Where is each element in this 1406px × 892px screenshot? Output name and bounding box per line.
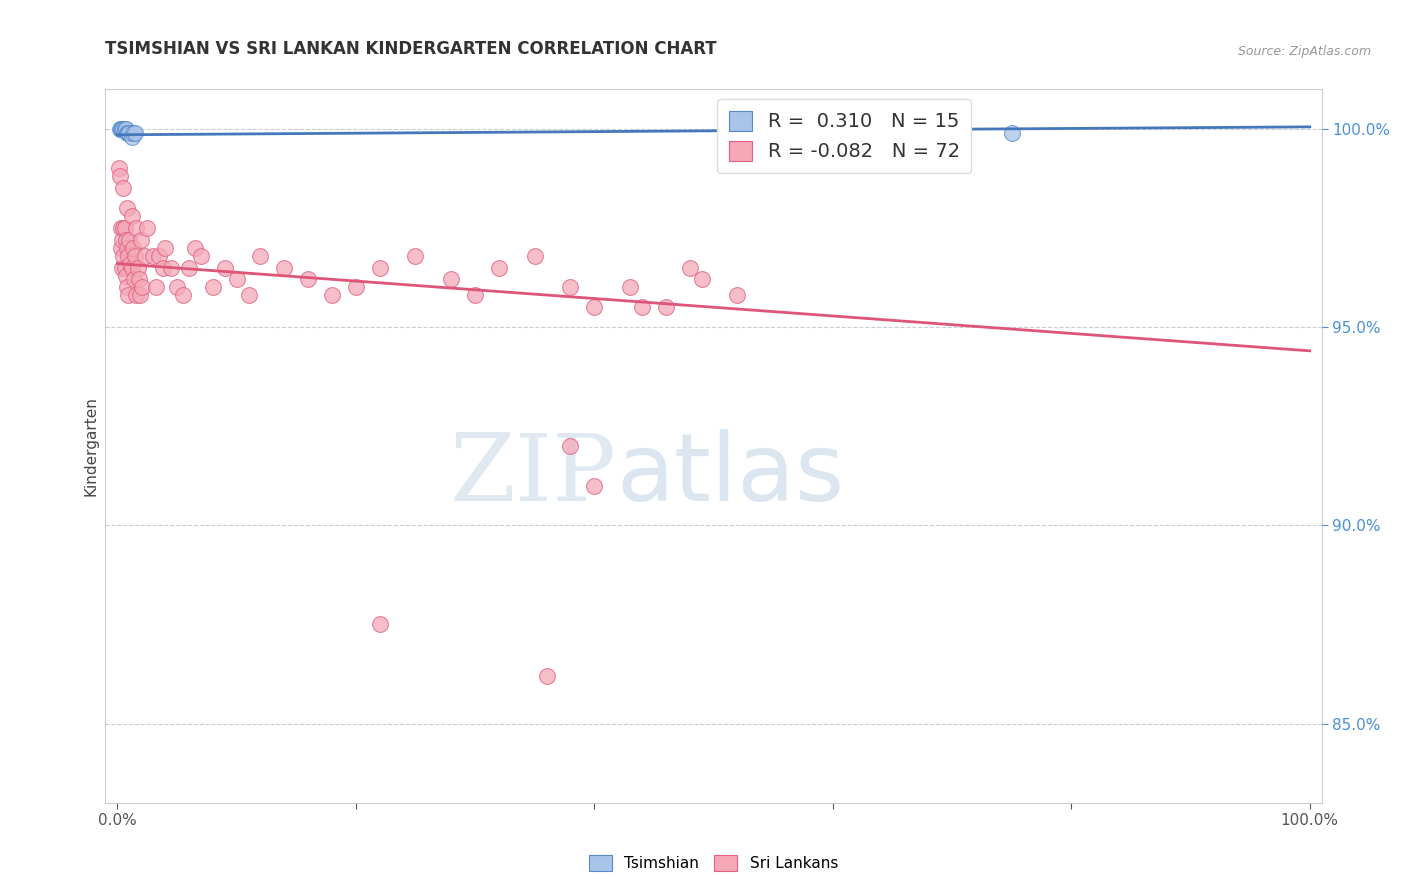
Point	[560, 280, 582, 294]
Point	[440, 272, 463, 286]
Point	[115, 126, 138, 140]
Point	[238, 288, 260, 302]
Point	[115, 280, 138, 294]
Point	[115, 201, 138, 215]
Point	[201, 280, 224, 294]
Point	[368, 617, 391, 632]
Point	[110, 221, 132, 235]
Point	[129, 233, 152, 247]
Point	[117, 126, 139, 140]
Point	[583, 478, 606, 492]
Point	[114, 121, 136, 136]
Point	[177, 260, 200, 275]
Point	[115, 241, 138, 255]
Point	[404, 249, 426, 263]
Point	[145, 280, 167, 294]
Point	[225, 272, 247, 286]
Point	[120, 257, 142, 271]
Text: Source: ZipAtlas.com: Source: ZipAtlas.com	[1237, 45, 1371, 58]
Point	[297, 272, 319, 286]
Point	[583, 300, 606, 314]
Point	[1001, 126, 1024, 140]
Point	[273, 260, 295, 275]
Point	[321, 288, 343, 302]
Point	[112, 249, 135, 263]
Point	[114, 233, 136, 247]
Point	[917, 121, 939, 136]
Point	[121, 260, 143, 275]
Point	[142, 249, 165, 263]
Point	[108, 169, 131, 184]
Point	[122, 126, 145, 140]
Text: atlas: atlas	[616, 428, 845, 521]
Point	[344, 280, 367, 294]
Point	[117, 288, 139, 302]
Point	[112, 181, 135, 195]
Point	[134, 249, 156, 263]
Point	[368, 260, 391, 275]
Point	[172, 288, 194, 302]
Point	[128, 272, 150, 286]
Point	[131, 280, 153, 294]
Point	[190, 249, 212, 263]
Point	[111, 260, 134, 275]
Point	[124, 126, 146, 140]
Point	[107, 161, 129, 176]
Point	[690, 272, 713, 286]
Point	[249, 249, 271, 263]
Point	[152, 260, 174, 275]
Point	[129, 288, 152, 302]
Point	[114, 221, 136, 235]
Point	[536, 669, 558, 683]
Point	[160, 260, 183, 275]
Point	[112, 121, 135, 136]
Point	[184, 241, 207, 255]
Point	[110, 121, 132, 136]
Point	[125, 221, 148, 235]
Point	[127, 260, 149, 275]
Point	[121, 209, 143, 223]
Point	[117, 249, 139, 263]
Point	[114, 121, 136, 136]
Point	[111, 121, 134, 136]
Point	[153, 241, 176, 255]
Point	[679, 260, 702, 275]
Point	[118, 126, 141, 140]
Point	[560, 439, 582, 453]
Point	[464, 288, 486, 302]
Point	[725, 288, 748, 302]
Point	[111, 233, 134, 247]
Point	[214, 260, 236, 275]
Point	[118, 233, 141, 247]
Point	[523, 249, 546, 263]
Point	[121, 129, 143, 144]
Point	[655, 300, 678, 314]
Point	[619, 280, 641, 294]
Text: ZIP: ZIP	[450, 430, 616, 519]
Point	[122, 272, 145, 286]
Point	[488, 260, 510, 275]
Point	[114, 268, 136, 283]
Point	[125, 288, 148, 302]
Point	[114, 260, 136, 275]
Point	[166, 280, 188, 294]
Point	[112, 221, 135, 235]
Text: TSIMSHIAN VS SRI LANKAN KINDERGARTEN CORRELATION CHART: TSIMSHIAN VS SRI LANKAN KINDERGARTEN COR…	[105, 40, 717, 58]
Point	[122, 241, 145, 255]
Legend: R =  0.310   N = 15, R = -0.082   N = 72: R = 0.310 N = 15, R = -0.082 N = 72	[717, 99, 972, 173]
Point	[631, 300, 654, 314]
Point	[110, 241, 132, 255]
Point	[762, 121, 785, 136]
Point	[148, 249, 170, 263]
Point	[136, 221, 159, 235]
Point	[124, 249, 146, 263]
Y-axis label: Kindergarten: Kindergarten	[83, 396, 98, 496]
Point	[108, 121, 131, 136]
